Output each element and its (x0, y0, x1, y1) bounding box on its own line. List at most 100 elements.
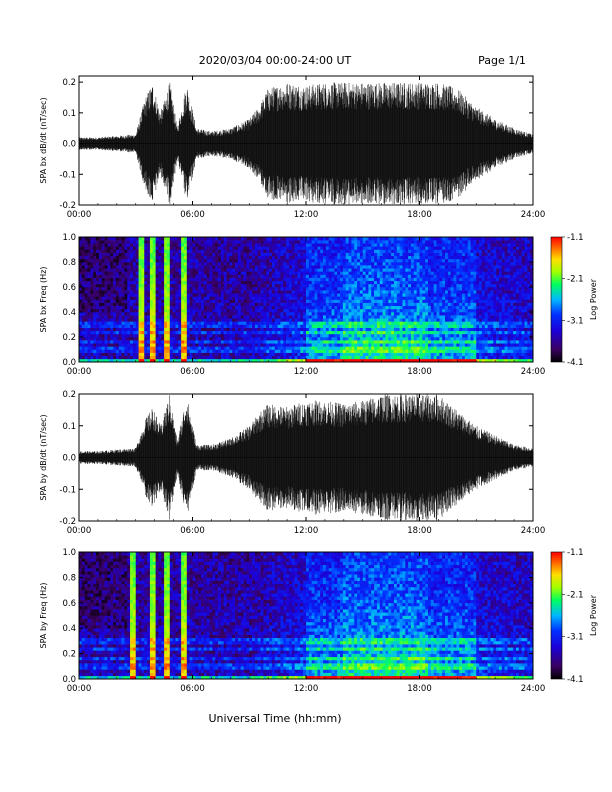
spectrogram-cell (252, 296, 256, 300)
spectrogram-cell (266, 308, 270, 313)
spectrogram-cell (110, 243, 114, 247)
spectrogram-cell (388, 318, 392, 322)
spectrogram-cell (158, 355, 162, 360)
spectrogram-cell (152, 268, 156, 272)
spectrogram-cell (172, 337, 176, 341)
spectrogram-cell (226, 258, 230, 263)
spectrogram-cell (263, 265, 267, 269)
spectrogram-cell (254, 255, 259, 260)
spectrogram-cell (365, 265, 369, 269)
spectrogram-cell (209, 330, 213, 335)
spectrogram-cell (410, 249, 415, 253)
spectrogram-cell (371, 265, 375, 269)
spectrogram-cell (201, 258, 205, 263)
spectrogram-cell (328, 315, 332, 319)
spectrogram-cell (235, 249, 239, 253)
spectrogram-cell (252, 249, 256, 253)
spectrogram-cell (286, 321, 290, 325)
spectrogram-cell (201, 340, 205, 344)
spectrogram-cell (379, 358, 383, 363)
spectrogram-cell (121, 302, 125, 307)
spectrogram-cell (269, 302, 273, 307)
spectrogram-cell (274, 265, 278, 269)
spectrogram-cell (149, 249, 154, 253)
spectrogram-cell (317, 287, 321, 291)
spectrogram-cell (166, 343, 171, 347)
spectrogram-cell (374, 315, 378, 319)
spectrogram-cell (212, 324, 216, 328)
spectrogram-cell (229, 346, 233, 350)
spectrogram-cell (405, 274, 409, 278)
spectrogram-cell (416, 293, 420, 297)
spectrogram-cell (277, 287, 281, 291)
spectrogram-cell (274, 243, 278, 247)
spectrogram-cell (237, 240, 242, 244)
spectrogram-cell (243, 249, 247, 253)
spectrogram-cell (374, 258, 378, 263)
spectrogram-cell (90, 327, 94, 332)
spectrogram-cell (323, 330, 327, 335)
spectrogram-cell (402, 258, 406, 263)
spectrogram-cell (84, 299, 88, 303)
spectrogram-cell (107, 330, 111, 335)
spectrogram-cell (410, 290, 415, 294)
spectrogram-cell (132, 249, 137, 253)
spectrogram-cell (317, 265, 321, 269)
spectrogram-cell (249, 299, 253, 303)
spectrogram-cell (127, 258, 131, 263)
spectrogram-cell (303, 312, 307, 316)
spectrogram-cell (107, 265, 111, 269)
spectrogram-cell (311, 321, 315, 325)
spectrogram-cell (147, 277, 151, 282)
spectrogram-cell (308, 330, 312, 335)
spectrogram-cell (405, 262, 409, 266)
spectrogram-cell (246, 312, 250, 316)
spectrogram-cell (391, 330, 395, 335)
spectrogram-cell (399, 333, 403, 338)
spectrogram-cell (425, 280, 429, 285)
spectrogram-cell (209, 333, 213, 338)
spectrogram-cell (192, 246, 196, 250)
spectrogram-cell (141, 315, 145, 319)
spectrogram-cell (365, 293, 369, 297)
spectrogram-cell (308, 337, 312, 341)
spectrogram-cell (87, 299, 91, 303)
spectrogram-cell (195, 246, 199, 250)
spectrogram-cell (147, 333, 151, 338)
spectrogram-cell (90, 255, 94, 260)
spectrogram-cell (254, 277, 259, 282)
spectrogram-cell (220, 346, 225, 350)
spectrogram-cell (340, 249, 344, 253)
spectrogram-cell (257, 271, 261, 275)
spectrogram-cell (269, 318, 273, 322)
spectrogram-cell (87, 312, 91, 316)
spectrogram-cell (413, 352, 417, 357)
spectrogram-cell (419, 255, 423, 260)
spectrogram-cell (317, 271, 321, 275)
spectrogram-cell (147, 293, 151, 297)
panel-bx-waveform: 00:00 06:00 12:00 18:00 24:00-0.2-0.10.00.10… (39, 75, 545, 220)
spectrogram-cell (90, 268, 94, 272)
spectrogram-cell (308, 343, 312, 347)
spectrogram-cell (300, 312, 304, 316)
spectrogram-cell (405, 333, 409, 338)
spectrogram-cell (87, 302, 91, 307)
spectrogram-cell (164, 255, 168, 260)
spectrogram-cell (161, 358, 165, 363)
spectrogram-cell (254, 262, 259, 266)
spectrogram-cell (166, 308, 171, 313)
spectrogram-cell (359, 305, 364, 310)
spectrogram-cell (379, 340, 383, 344)
spectrogram-cell (101, 246, 105, 250)
spectrogram-cell (371, 302, 375, 307)
spectrogram-cell (254, 337, 259, 341)
spectrogram-cell (283, 318, 287, 322)
spectrogram-cell (90, 240, 94, 244)
spectrogram-cell (291, 280, 295, 285)
spectrogram-cell (266, 327, 270, 332)
spectrogram-cell (286, 327, 290, 332)
spectrogram-cell (195, 268, 199, 272)
spectrogram-cell (314, 252, 318, 257)
spectrogram-cell (306, 280, 310, 285)
spectrogram-cell (212, 312, 216, 316)
